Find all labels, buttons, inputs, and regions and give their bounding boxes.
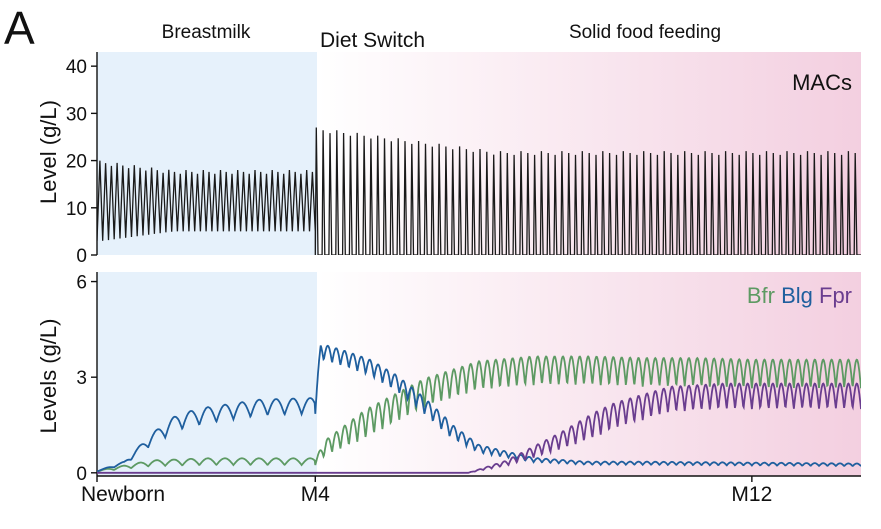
legend-fpr: Fpr <box>819 283 852 308</box>
macs-y-axis-label: Level (g/L) <box>36 100 61 204</box>
bacteria-x-tick-label: M4 <box>301 483 330 506</box>
breastmilk-background-bottom <box>97 272 317 476</box>
phase-label-breastmilk: Breastmilk <box>162 22 251 43</box>
series-line-fpr <box>97 382 861 474</box>
bacteria-y-ticks: 0 3 6 <box>76 273 97 485</box>
bacteria-y-tick-label: 0 <box>76 464 87 485</box>
macs-y-ticks: 0 10 20 30 40 <box>66 57 97 267</box>
macs-y-tick-label: 40 <box>66 57 87 78</box>
bacteria-y-tick-label: 3 <box>76 368 87 389</box>
bacteria-chart: 0 3 6 Newborn M4 M12 Levels (g/L) Bfr Blg Fp… <box>36 272 861 506</box>
macs-y-tick-label: 0 <box>76 246 87 267</box>
macs-chart: 0 10 20 30 40 Level (g/L) MACs <box>36 52 861 267</box>
bacteria-y-axis-label: Levels (g/L) <box>36 319 61 434</box>
bacteria-y-tick-label: 6 <box>76 273 87 294</box>
bacteria-x-tick-label: M12 <box>731 483 772 506</box>
legend-bfr: Bfr <box>747 283 775 308</box>
bacteria-x-ticks: Newborn M4 M12 <box>81 476 772 506</box>
macs-y-tick-label: 10 <box>66 199 87 220</box>
legend: Bfr Blg Fpr <box>747 283 852 308</box>
macs-y-tick-label: 20 <box>66 152 87 173</box>
macs-title: MACs <box>792 70 852 95</box>
bacteria-x-tick-label: Newborn <box>81 483 165 506</box>
macs-y-tick-label: 30 <box>66 104 87 125</box>
phase-label-diet-switch: Diet Switch <box>320 29 425 52</box>
macs-series-line <box>97 127 861 255</box>
series-line-blg <box>97 344 861 473</box>
phase-label-solid: Solid food feeding <box>569 22 721 43</box>
phase-backgrounds <box>97 52 861 476</box>
series-line-bfr <box>97 355 861 473</box>
legend-blg: Blg <box>781 283 813 308</box>
panel-label: A <box>4 2 35 54</box>
